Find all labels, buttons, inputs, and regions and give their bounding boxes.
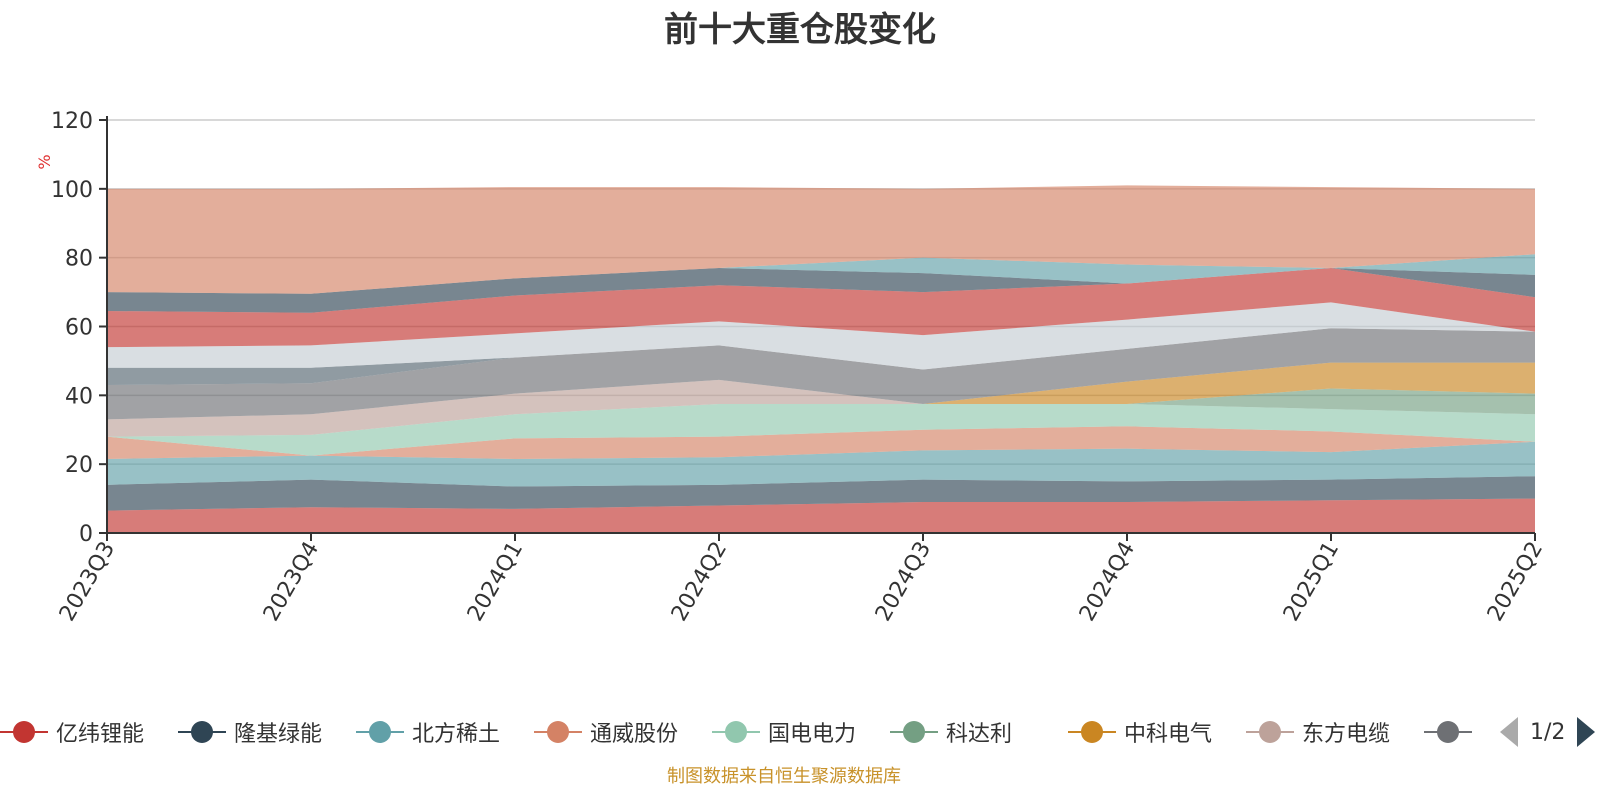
area-series-13[interactable] — [107, 267, 1535, 313]
area-series-2[interactable] — [107, 476, 1535, 511]
legend-page-indicator: 1/2 — [1530, 719, 1566, 745]
legend-label: 亿纬锂能 — [56, 722, 145, 747]
legend-marker-icon — [356, 717, 404, 747]
legend-label: 隆基绿能 — [234, 722, 323, 747]
legend-item[interactable]: 东方电缆 — [1246, 712, 1390, 752]
legend-label: 北方稀土 — [412, 722, 501, 747]
legend-marker-icon — [1246, 717, 1294, 747]
area-series-5[interactable] — [107, 403, 1535, 456]
area-series-10[interactable] — [107, 328, 1535, 386]
area-series-4[interactable] — [107, 426, 1535, 460]
area-series-6[interactable] — [107, 388, 1535, 437]
legend-pager: 1/2 — [1500, 712, 1596, 752]
legend-marker-dot — [547, 721, 569, 743]
legend-marker-dot — [1081, 721, 1103, 743]
legend-prev-page-button[interactable] — [1500, 717, 1518, 747]
legend-marker-icon — [1068, 717, 1116, 747]
legend-marker-icon — [178, 717, 226, 747]
legend: 亿纬锂能 隆基绿能 北方稀土 通威股份 国电电力 科达利 中科电气 东方电缆 比亚迪 — [0, 712, 1600, 752]
legend-marker-dot — [1437, 721, 1459, 743]
legend-items: 亿纬锂能 隆基绿能 北方稀土 通威股份 国电电力 科达利 中科电气 东方电缆 比亚迪 — [0, 712, 1478, 752]
area-series-15[interactable] — [107, 185, 1535, 294]
legend-marker-icon — [534, 717, 582, 747]
area-series-3[interactable] — [107, 441, 1535, 487]
y-tick-label: 60 — [65, 316, 93, 341]
area-series-8[interactable] — [107, 362, 1535, 437]
legend-label: 东方电缆 — [1302, 722, 1391, 747]
area-series-1[interactable] — [107, 498, 1535, 533]
area-series-group — [107, 185, 1535, 533]
area-series-9[interactable] — [107, 328, 1535, 420]
x-tick-label: 2025Q2 — [1483, 538, 1548, 626]
legend-item[interactable]: 通威股份 — [534, 712, 678, 752]
area-series-11[interactable] — [107, 302, 1535, 370]
legend-item[interactable]: 隆基绿能 — [178, 712, 322, 752]
legend-marker-icon — [890, 717, 938, 747]
legend-next-page-button[interactable] — [1577, 717, 1596, 747]
x-tick-label: 2023Q4 — [259, 538, 324, 626]
y-tick-label: 80 — [65, 247, 93, 272]
y-tick-label: 20 — [65, 453, 93, 478]
legend-label: 科达利 — [946, 722, 1013, 747]
legend-item[interactable]: 中科电气 — [1068, 712, 1212, 752]
x-tick-label: 2025Q1 — [1279, 538, 1344, 626]
legend-item[interactable]: 北方稀土 — [356, 712, 500, 752]
legend-item[interactable]: 科达利 — [890, 712, 1012, 752]
legend-marker-dot — [369, 721, 391, 743]
legend-label: 国电电力 — [768, 722, 857, 747]
legend-item[interactable]: 比亚迪 — [1424, 712, 1478, 752]
x-tick-label: 2024Q2 — [667, 538, 732, 626]
legend-marker-dot — [903, 721, 925, 743]
legend-marker-icon — [0, 717, 48, 747]
legend-label: 中科电气 — [1124, 722, 1213, 747]
x-tick-label: 2024Q3 — [871, 538, 936, 626]
chart-title: 前十大重仓股变化 — [664, 10, 936, 50]
legend-marker-icon — [712, 717, 760, 747]
y-tick-label: 100 — [51, 178, 93, 203]
legend-marker-dot — [725, 721, 747, 743]
x-tick-label: 2024Q1 — [463, 538, 528, 626]
x-tick-label: 2024Q4 — [1075, 538, 1140, 626]
legend-marker-dot — [1259, 721, 1281, 743]
y-axis-label: % — [35, 154, 54, 169]
area-series-12[interactable] — [107, 267, 1535, 348]
source-note: 制图数据来自恒生聚源数据库 — [667, 766, 901, 787]
legend-item[interactable]: 亿纬锂能 — [0, 712, 144, 752]
legend-item[interactable]: 国电电力 — [712, 712, 856, 752]
legend-marker-icon — [1424, 717, 1472, 747]
y-tick-label: 40 — [65, 384, 93, 409]
y-tick-label: 120 — [51, 109, 93, 134]
x-tick-label: 2023Q3 — [55, 538, 120, 626]
area-series-7[interactable] — [107, 362, 1535, 437]
legend-label: 通威股份 — [590, 722, 679, 747]
legend-marker-dot — [13, 721, 35, 743]
y-tick-label: 0 — [79, 522, 93, 547]
legend-marker-dot — [191, 721, 213, 743]
area-series-14[interactable] — [107, 254, 1535, 294]
